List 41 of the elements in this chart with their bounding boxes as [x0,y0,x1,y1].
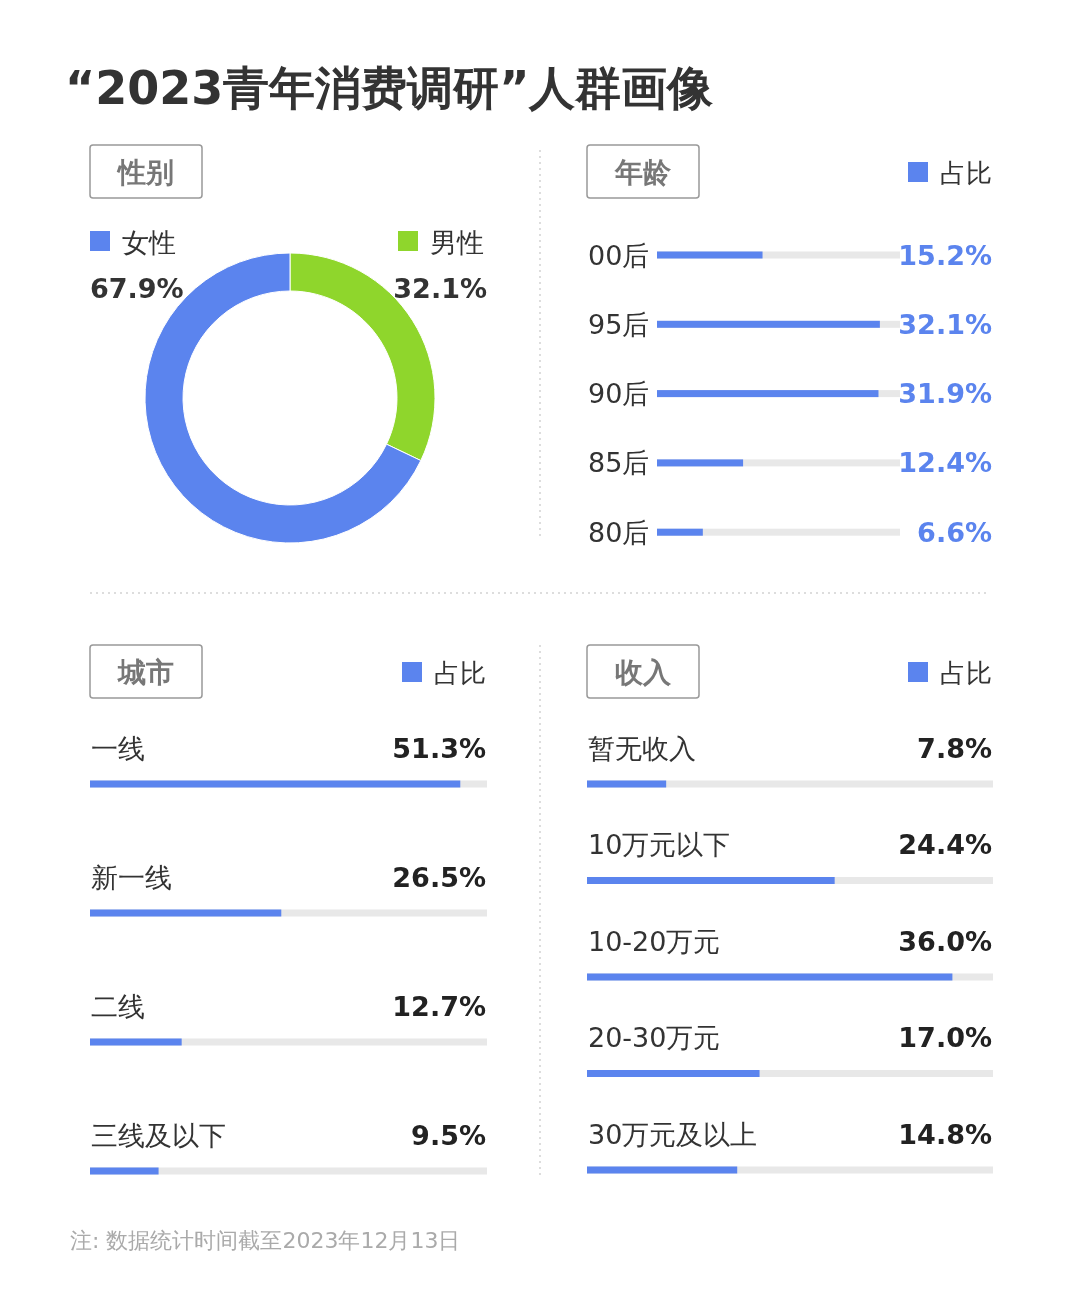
text: 注: 数据统计时间截至2023年12月13日 [70,1227,461,1253]
y-tick-label: 一线 [91,732,145,764]
y-tick-label: 90后 [588,378,650,410]
legend-label: 占比 [940,658,992,688]
chart-title: 年龄 [614,155,672,189]
data-label: 36.0% [898,925,992,957]
y-tick-label: 三线及以下 [91,1119,226,1151]
chart-title: 收入 [615,655,672,689]
data-label: 17.0% [898,1022,992,1053]
y-tick-label: 10-20万元 [588,925,721,957]
y-tick-label: 95后 [588,308,650,340]
data-label: 6.6% [917,516,992,548]
y-tick-label: 二线 [91,990,145,1022]
chart-title: 性别 [116,155,174,189]
y-tick-label: 00后 [588,239,650,271]
y-tick-label: 30万元及以上 [588,1118,758,1150]
data-label: 51.3% [392,732,486,764]
data-label: 9.5% [411,1119,486,1151]
data-label: 26.5% [392,861,486,893]
data-label: 12.7% [392,990,486,1022]
data-label: 12.4% [898,447,992,479]
y-tick-label: 85后 [588,447,650,479]
data-label: 32.1% [898,308,992,340]
chart-title: 城市 [117,655,174,689]
data-label: 24.4% [898,829,992,860]
y-tick-label: 20-30万元 [588,1022,721,1053]
y-tick-label: 10万元以下 [588,829,731,860]
y-tick-label: 暂无收入 [588,732,696,764]
y-tick-label: 新一线 [91,861,172,893]
data-label: 67.9% [90,272,184,304]
data-label: 7.8% [917,732,992,764]
legend-label: 男性 [430,226,484,258]
data-label: 32.1% [393,272,487,304]
text: “2023青年消费调研”人群画像 [65,61,715,115]
data-label: 14.8% [898,1118,992,1150]
y-tick-label: 80后 [588,516,650,548]
data-label: 15.2% [898,239,992,271]
legend-label: 占比 [940,158,992,188]
legend-label: 女性 [122,226,176,258]
legend-label: 占比 [434,658,486,688]
data-label: 31.9% [898,378,992,410]
